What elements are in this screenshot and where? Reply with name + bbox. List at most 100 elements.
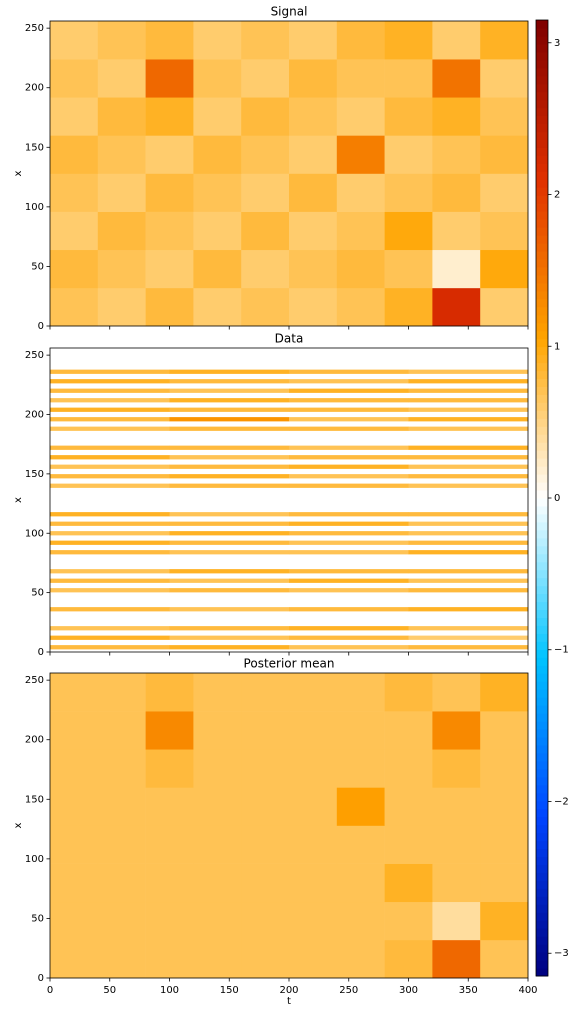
heatmap-cell xyxy=(169,626,290,631)
colorbar-segment xyxy=(536,99,548,109)
heatmap-cell xyxy=(145,863,194,903)
heatmap-cell xyxy=(97,211,146,251)
colorbar-segment xyxy=(536,171,548,180)
heatmap-cell xyxy=(289,483,409,488)
colorbar-segment xyxy=(536,896,548,905)
x-tick-label: 250 xyxy=(339,985,358,996)
heatmap-cell xyxy=(408,417,529,422)
colorbar-segment xyxy=(536,155,548,164)
heatmap-cell xyxy=(408,398,529,403)
colorbar-segment xyxy=(536,203,548,212)
heatmap-cell xyxy=(432,939,481,979)
heatmap-cell xyxy=(169,483,290,488)
heatmap-cell xyxy=(50,21,99,60)
heatmap-cell xyxy=(169,578,290,583)
heatmap-cell xyxy=(241,21,290,60)
heatmap-cell xyxy=(169,607,290,612)
y-tick-label: 150 xyxy=(25,142,44,153)
heatmap-cell xyxy=(289,569,409,574)
colorbar-segment xyxy=(536,418,548,427)
colorbar-segment xyxy=(536,67,548,77)
heatmap-cell xyxy=(193,135,242,174)
colorbar-segment xyxy=(536,243,548,252)
heatmap-cell xyxy=(145,97,194,136)
colorbar-segment xyxy=(536,458,548,467)
heatmap-cell xyxy=(193,749,242,788)
y-tick-label: 0 xyxy=(38,973,44,984)
heatmap-cell xyxy=(432,59,481,98)
colorbar-segment xyxy=(536,713,548,722)
colorbar-segment xyxy=(536,314,548,324)
heatmap-cell xyxy=(432,135,481,174)
heatmap-cell xyxy=(289,97,338,136)
heatmap-cell xyxy=(384,249,433,289)
y-tick-label: 0 xyxy=(38,647,44,658)
heatmap-cell xyxy=(289,455,409,460)
colorbar-tick-label: 3 xyxy=(554,38,560,49)
colorbar-segment xyxy=(536,824,548,834)
chart-title: Data xyxy=(275,332,304,346)
heatmap-cell xyxy=(97,59,146,98)
heatmap-cell xyxy=(169,635,290,640)
heatmap-cell xyxy=(50,135,99,174)
heatmap-cell xyxy=(50,398,170,403)
heatmap-cell xyxy=(336,173,385,212)
colorbar-segment xyxy=(536,378,548,387)
heatmap-cell xyxy=(480,673,529,712)
heatmap-cell xyxy=(145,211,194,251)
heatmap-cell xyxy=(169,445,290,450)
heatmap-cell xyxy=(336,825,385,864)
heatmap-cell xyxy=(169,426,290,431)
colorbar-segment xyxy=(536,179,548,188)
x-tick-label: 350 xyxy=(459,985,478,996)
colorbar-segment xyxy=(536,792,548,802)
x-tick-label: 150 xyxy=(220,985,239,996)
heatmap-cell xyxy=(50,645,170,650)
heatmap-cell xyxy=(289,863,338,903)
heatmap-cell xyxy=(50,211,99,251)
colorbar-segment xyxy=(536,163,548,172)
heatmap-cell xyxy=(336,59,385,98)
colorbar-segment xyxy=(536,816,548,826)
heatmap-cell xyxy=(432,211,481,251)
heatmap-cell xyxy=(289,939,338,979)
heatmap-cell xyxy=(169,407,290,412)
colorbar-segment xyxy=(536,920,548,929)
heatmap-cell xyxy=(336,135,385,174)
heatmap-cell xyxy=(408,550,529,555)
heatmap-cell xyxy=(408,464,529,469)
heatmap-cell xyxy=(289,607,409,612)
colorbar-segment xyxy=(536,784,548,794)
colorbar-segment xyxy=(536,27,548,37)
colorbar-segment xyxy=(536,553,548,563)
heatmap-cell xyxy=(384,711,433,750)
heatmap-cell xyxy=(336,287,385,327)
heatmap-cell xyxy=(169,464,290,469)
colorbar-segment xyxy=(536,195,548,204)
x-tick-label: 400 xyxy=(518,985,537,996)
heatmap-cell xyxy=(432,901,481,941)
heatmap-cell xyxy=(241,97,290,136)
heatmap-cell xyxy=(169,455,290,460)
heatmap-cell xyxy=(289,369,409,374)
heatmap-cell xyxy=(336,863,385,903)
colorbar-segment xyxy=(536,354,548,364)
heatmap-cell xyxy=(169,588,290,593)
heatmap-cell xyxy=(289,825,338,864)
heatmap-cell xyxy=(169,531,290,536)
colorbar-segment xyxy=(536,298,548,308)
colorbar-segment xyxy=(536,601,548,611)
heatmap-cell xyxy=(408,645,529,650)
heatmap-cell xyxy=(97,825,146,864)
heatmap-cell xyxy=(408,445,529,450)
heatmap-cell xyxy=(480,749,529,788)
heatmap-cell xyxy=(384,59,433,98)
heatmap-cell xyxy=(480,711,529,750)
heatmap-cell xyxy=(193,211,242,251)
colorbar-segment xyxy=(536,147,548,156)
colorbar-segment xyxy=(536,609,548,618)
heatmap-cell xyxy=(145,825,194,864)
colorbar-segment xyxy=(536,474,548,483)
heatmap-cell xyxy=(384,863,433,903)
heatmap-cell xyxy=(50,825,99,864)
